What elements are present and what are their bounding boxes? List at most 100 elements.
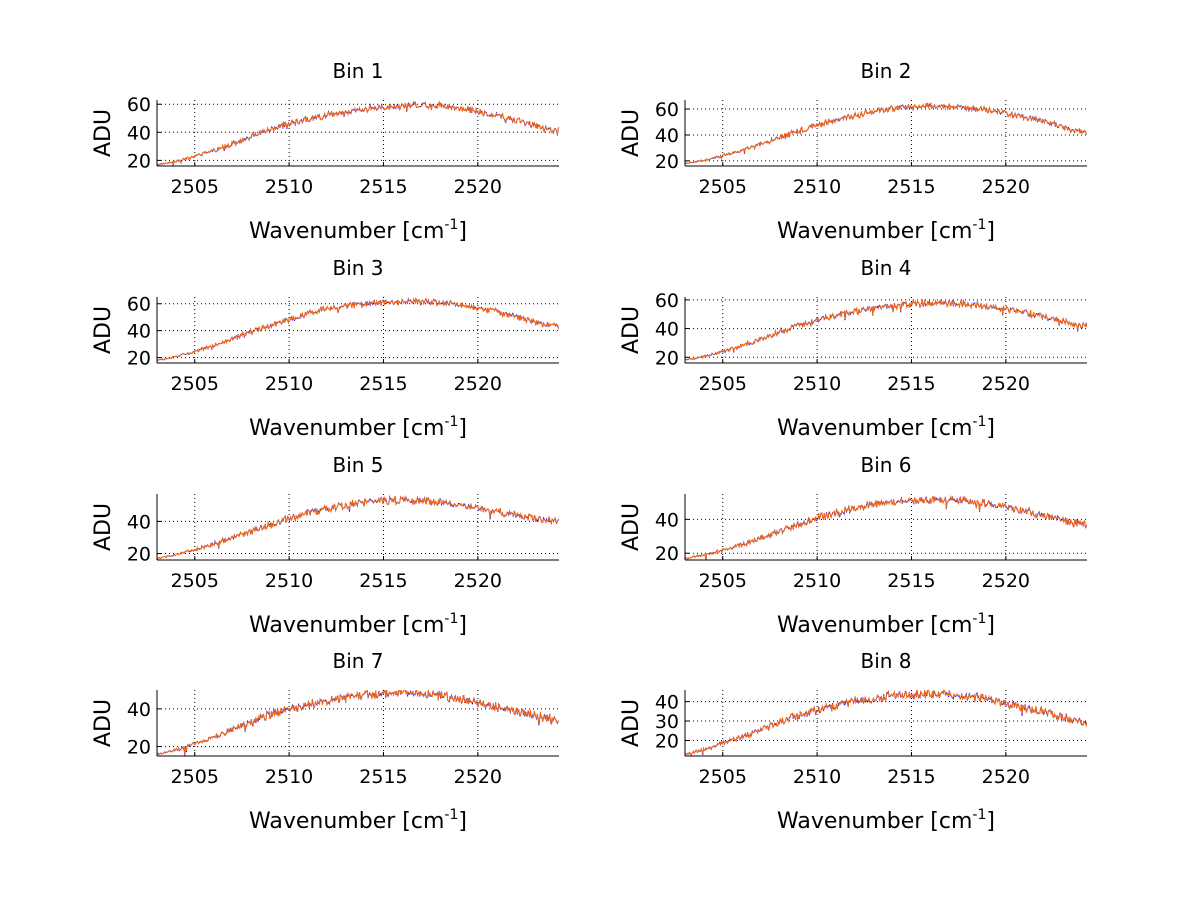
x-axis-label: Wavenumber [cm-1] [249,414,467,441]
y-tick-label: 20 [655,543,679,565]
x-tick-label: 2520 [982,176,1030,198]
x-tick-label: 2515 [887,766,935,788]
x-tick-label: 2515 [887,373,935,395]
chart-panel-3: 2505 2510 2515 2520 20 40 60 Bin 3 Wavenumber [c… [91,256,559,441]
series-line-1 [685,102,1087,165]
series-line-2 [157,297,559,361]
x-tick-label: 2515 [359,570,407,592]
chart-panel-2: 2505 2510 2515 2520 20 40 60 Bin 2 Wavenumber [c… [619,59,1087,244]
x-axis-label: Wavenumber [cm-1] [249,217,467,244]
y-tick-label: 40 [655,692,679,714]
y-axis-label: ADU [619,699,644,747]
chart-title: Bin 1 [332,59,383,83]
y-tick-label: 40 [127,699,151,721]
y-tick-label: 20 [655,730,679,752]
chart-panel-4: 2505 2510 2515 2520 20 40 60 Bin 4 Wavenumber [c… [619,256,1087,441]
x-tick-label: 2505 [171,176,219,198]
y-tick-label: 20 [655,347,679,369]
x-tick-label: 2505 [699,766,747,788]
x-tick-label: 2520 [454,570,502,592]
chart-panel-5: 2505 2510 2515 2520 20 40 Bin 5 Wavenumber [cm-… [91,453,559,638]
x-tick-label: 2515 [887,176,935,198]
y-tick-label: 40 [655,319,679,341]
y-tick-label: 20 [127,150,151,172]
series-line-1 [685,299,1087,361]
chart-title: Bin 8 [860,649,911,673]
x-tick-label: 2515 [359,176,407,198]
x-axis-label: Wavenumber [cm-1] [777,611,995,638]
x-tick-label: 2510 [265,373,313,395]
x-tick-label: 2510 [265,766,313,788]
chart-title: Bin 6 [860,453,911,477]
x-tick-label: 2510 [793,373,841,395]
y-tick-label: 40 [655,509,679,531]
y-tick-label: 40 [127,122,151,144]
series-line-1 [685,495,1087,560]
chart-panel-6: 2505 2510 2515 2520 20 40 Bin 6 Wavenumber [cm-… [619,453,1087,638]
x-tick-label: 2510 [793,766,841,788]
series-line-2 [685,690,1087,756]
x-tick-label: 2505 [699,373,747,395]
x-tick-label: 2510 [265,570,313,592]
x-tick-label: 2520 [982,766,1030,788]
x-tick-label: 2520 [982,373,1030,395]
x-tick-label: 2515 [887,570,935,592]
y-axis-label: ADU [91,306,116,354]
y-axis-label: ADU [91,109,116,157]
series-line-2 [157,101,559,166]
y-tick-label: 40 [655,125,679,147]
y-tick-label: 60 [655,99,679,121]
x-axis-label: Wavenumber [cm-1] [777,217,995,244]
chart-panel-1: 2505 2510 2515 2520 20 40 60 Bin 1 Wavenumber [c… [91,59,559,244]
chart-title: Bin 2 [860,59,911,83]
x-axis-label: Wavenumber [cm-1] [249,611,467,638]
series-line-2 [157,494,559,560]
chart-title: Bin 7 [332,649,383,673]
y-axis-label: ADU [619,306,644,354]
chart-title: Bin 5 [332,453,383,477]
x-tick-label: 2515 [359,766,407,788]
y-tick-label: 20 [127,544,151,566]
series-line-1 [157,495,559,560]
x-tick-label: 2510 [793,176,841,198]
x-tick-label: 2510 [793,570,841,592]
chart-title: Bin 4 [860,256,911,280]
x-tick-label: 2520 [982,570,1030,592]
series-line-1 [157,100,559,166]
y-axis-label: ADU [91,699,116,747]
series-line-2 [685,102,1087,165]
series-line-2 [157,690,559,756]
x-tick-label: 2505 [171,570,219,592]
series-line-1 [157,690,559,756]
x-axis-label: Wavenumber [cm-1] [777,414,995,441]
y-tick-label: 20 [127,348,151,370]
x-tick-label: 2520 [454,766,502,788]
series-line-1 [157,297,559,361]
y-tick-label: 60 [655,290,679,312]
y-tick-label: 60 [127,294,151,316]
series-line-2 [685,298,1087,361]
y-tick-label: 20 [655,151,679,173]
y-axis-label: ADU [619,503,644,551]
y-tick-label: 60 [127,94,151,116]
chart-title: Bin 3 [332,256,383,280]
x-tick-label: 2505 [171,373,219,395]
x-axis-label: Wavenumber [cm-1] [777,807,995,834]
y-axis-label: ADU [619,109,644,157]
x-tick-label: 2515 [359,373,407,395]
x-tick-label: 2505 [699,176,747,198]
x-tick-label: 2510 [265,176,313,198]
x-tick-label: 2520 [454,176,502,198]
y-tick-label: 30 [655,711,679,733]
y-tick-label: 20 [127,737,151,759]
x-axis-label: Wavenumber [cm-1] [249,807,467,834]
chart-panel-7: 2505 2510 2515 2520 20 40 Bin 7 Wavenumber [cm-… [91,649,559,834]
y-tick-label: 40 [127,321,151,343]
x-tick-label: 2505 [171,766,219,788]
y-tick-label: 40 [127,511,151,533]
y-axis-label: ADU [91,503,116,551]
x-tick-label: 2505 [699,570,747,592]
series-line-2 [685,494,1087,560]
